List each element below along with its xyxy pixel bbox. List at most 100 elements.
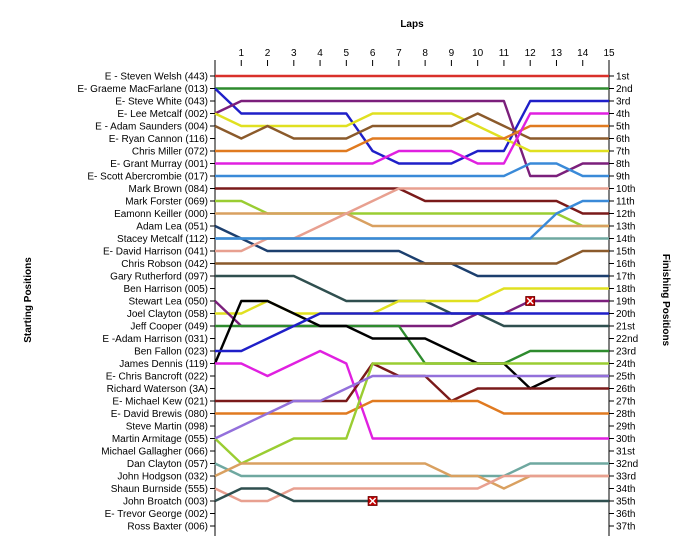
x-tick-label: 13 [551,48,563,59]
starting-position-label: Chris Miller (072) [132,147,208,158]
starting-position-label: Michael Gallagher (066) [101,447,208,458]
finishing-position-label: 30th [616,434,635,445]
series-line-22 [213,299,609,390]
finishing-position-label: 12th [616,209,635,220]
finishing-position-label: 14th [616,234,635,245]
finishing-position-label: 10th [616,184,635,195]
finishing-position-label: 2nd [616,84,633,95]
finishing-position-label: 13th [616,222,635,233]
series-line-17 [215,249,609,265]
finishing-position-label: 8th [616,159,630,170]
finishing-position-label: 27th [616,397,635,408]
chart-title: Laps [400,19,424,30]
finishing-position-label: 1st [616,72,630,83]
series-line-21 [215,324,609,365]
finishing-position-label: 22nd [616,334,638,345]
finishing-position-label: 19th [616,297,635,308]
starting-position-label: Gary Rutherford (097) [110,272,208,283]
x-tick-label: 4 [317,48,323,59]
finishing-position-label: 6th [616,134,630,145]
starting-position-label: E - Steven Welsh (443) [105,72,208,83]
x-tick-label: 5 [344,48,350,59]
retired-marker [367,496,378,506]
retired-marker [525,296,536,306]
finishing-position-label: 20th [616,309,635,320]
starting-position-label: E - Adam Saunders (004) [95,122,208,133]
starting-position-label: Shaun Burnside (555) [111,484,208,495]
series-line-23 [215,312,609,353]
x-tick-label: 9 [449,48,455,59]
starting-position-label: E- Trevor George (002) [105,509,208,520]
x-tick-label: 7 [396,48,402,59]
finishing-position-label: 32nd [616,459,638,470]
series-line-26 [215,399,609,415]
starting-position-label: Chris Robson (042) [121,259,208,270]
series-line-24 [215,349,609,440]
x-tick-label: 8 [422,48,428,59]
finishing-position-label: 7th [616,147,630,158]
finishing-position-label: 37th [616,522,635,533]
finishing-position-label: 36th [616,509,635,520]
starting-position-label: E- Scott Abercrombie (017) [87,172,208,183]
x-tick-label: 1 [238,48,244,59]
series-line-13 [214,224,609,278]
starting-position-label: E- David Harrison (041) [103,247,208,258]
finishing-position-label: 4th [616,109,630,120]
x-tick-label: 2 [265,48,271,59]
starting-position-label: John Broatch (003) [123,497,208,508]
x-tick-label: 3 [291,48,297,59]
starting-position-label: E- Steve White (043) [115,97,208,108]
starting-position-label: E- David Brewis (080) [111,409,208,420]
starting-position-label: E- Lee Metcalf (002) [117,109,208,120]
finishing-position-label: 24th [616,359,635,370]
finishing-position-label: 17th [616,272,635,283]
finishing-position-label: 16th [616,259,635,270]
finishing-position-label: 31st [616,447,635,458]
starting-position-label: Richard Waterson (3A) [107,384,208,395]
starting-position-label: Ben Harrison (005) [124,284,208,295]
finishing-position-label: 33rd [616,472,636,483]
series-line-9 [215,162,609,178]
x-tick-label: 12 [525,48,537,59]
x-tick-label: 6 [370,48,376,59]
series-line-8 [215,112,609,165]
starting-position-label: E- Graeme MacFarlane (013) [77,84,208,95]
starting-position-label: E- Ryan Cannon (116) [109,134,208,145]
series-line-10 [215,187,609,215]
series-line-28 [214,374,609,440]
series-line-29 [214,462,609,478]
starting-position-label: John Hodgson (032) [117,472,208,483]
finishing-position-label: 18th [616,284,635,295]
finishing-position-label: 28th [616,409,635,420]
finishing-position-label: 3rd [616,97,630,108]
starting-position-label: Martin Armitage (055) [112,434,208,445]
retired-marker-cross [369,497,377,505]
series-line-3 [214,87,609,165]
finishing-position-label: 5th [616,122,630,133]
starting-position-label: E -Adam Harrison (031) [102,334,208,345]
finishing-position-label: 21st [616,322,635,333]
finishing-position-label: 29th [616,422,635,433]
starting-position-label: Stewart Lea (050) [129,297,209,308]
starting-position-label: Eamonn Keiller (000) [114,209,208,220]
series-line-5 [214,112,609,153]
left-axis-label: Starting Positions [23,257,34,343]
starting-position-label: Stacey Metcalf (112) [117,234,208,245]
series-line-6 [214,112,609,140]
right-axis-label: Finishing Positions [660,254,671,347]
finishing-position-label: 15th [616,247,635,258]
starting-position-label: Mark Forster (069) [125,197,208,208]
starting-position-label: E- Grant Murray (001) [110,159,208,170]
starting-position-label: E- Michael Kew (021) [112,397,208,408]
finishing-position-label: 23rd [616,347,636,358]
series-line-7 [215,124,609,153]
starting-position-label: James Dennis (119) [119,359,208,370]
x-tick-label: 15 [603,48,615,59]
starting-position-label: Ross Baxter (006) [127,522,208,533]
series-line-32 [214,487,609,503]
x-tick-label: 11 [499,48,510,59]
series-line-16 [215,199,609,240]
starting-position-label: Steve Martin (098) [126,422,208,433]
x-tick-label: 14 [577,48,589,59]
